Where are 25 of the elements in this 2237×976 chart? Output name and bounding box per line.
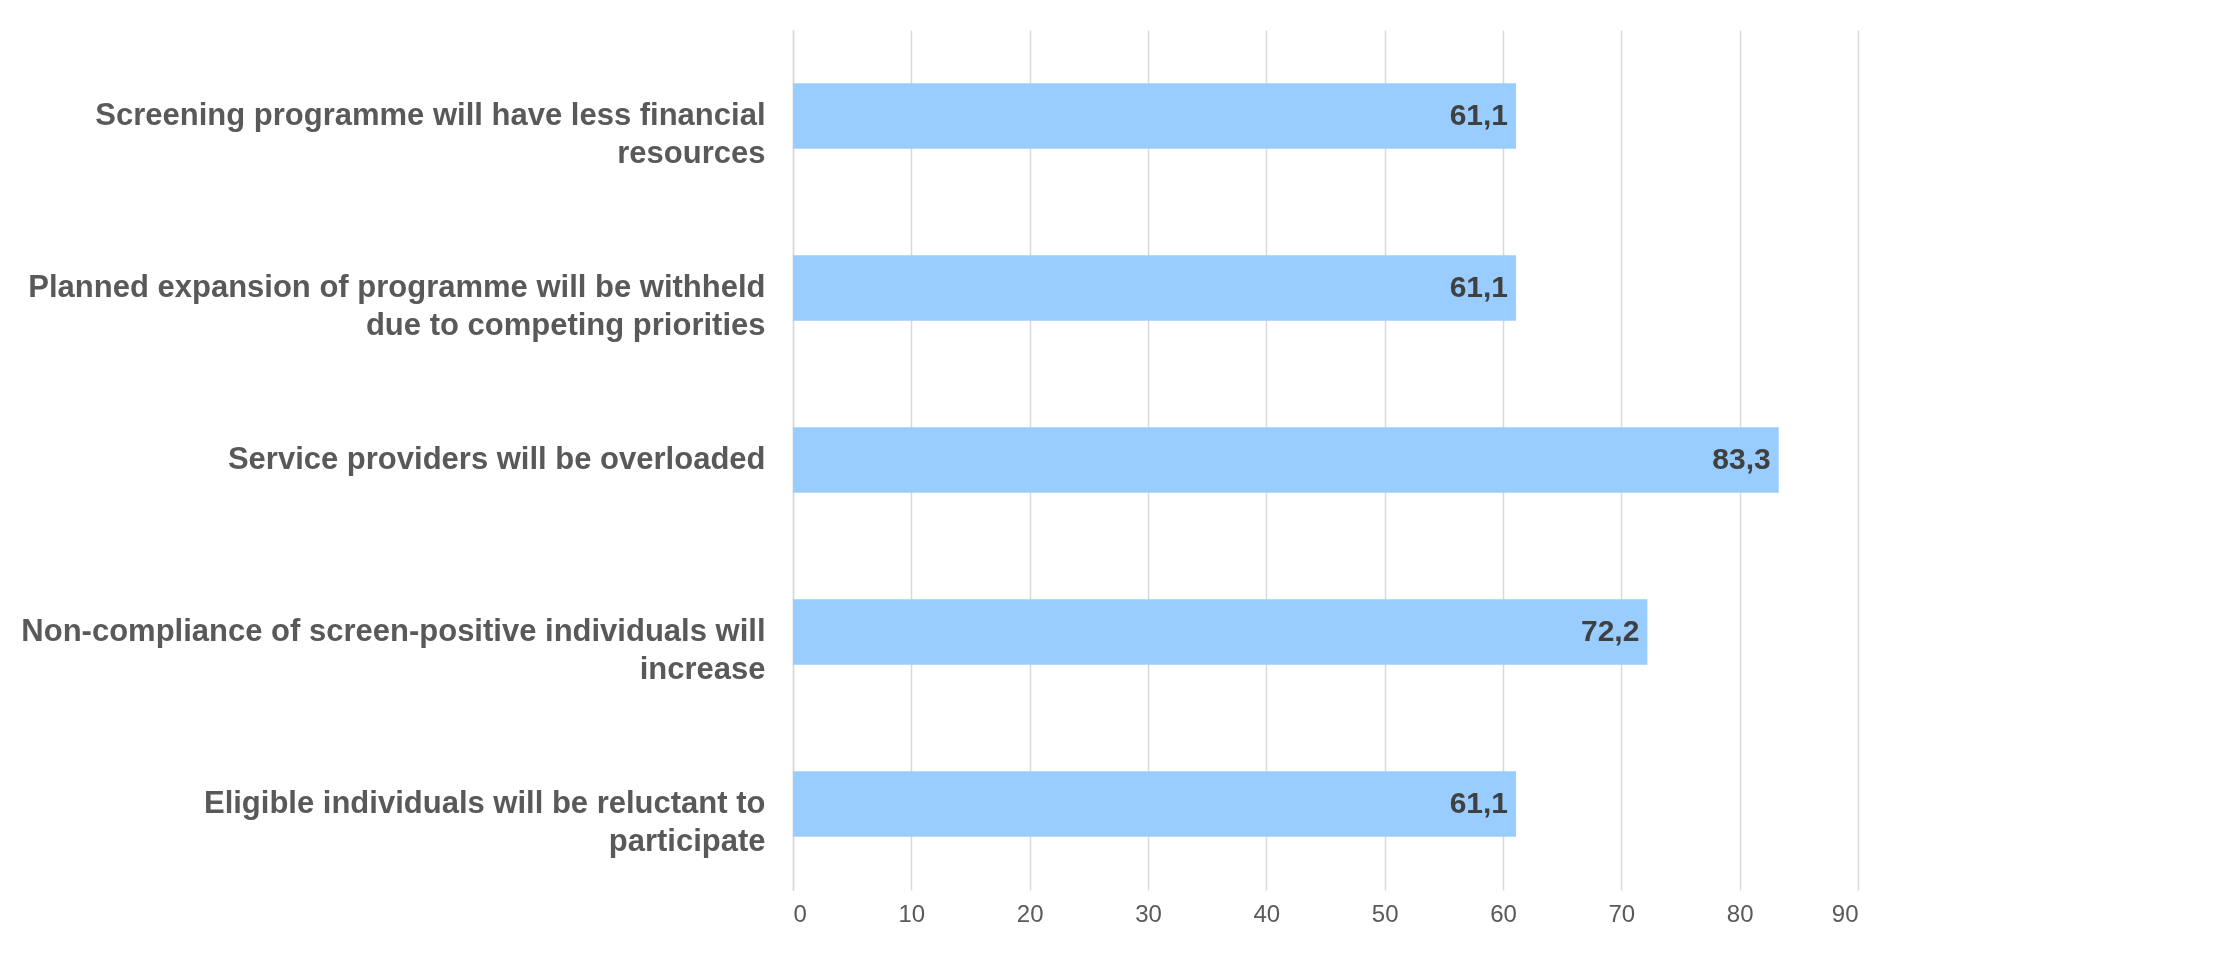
data-label: 83,3: [1712, 442, 1771, 475]
x-tick-label: 40: [1253, 899, 1281, 927]
x-tick-label: 80: [1726, 899, 1754, 927]
y-tick-label: Screening programme will have less financial resources: [95, 97, 766, 170]
bar: [793, 83, 1517, 149]
data-label: 61,1: [1449, 98, 1509, 131]
bar: [793, 427, 1779, 493]
x-tick-label: 70: [1608, 899, 1636, 927]
data-label: 61,1: [1449, 786, 1509, 819]
data-label: 72,2: [1580, 614, 1640, 647]
y-tick-label: Eligible individuals will be reluctant to participate: [203, 785, 766, 858]
bar: [793, 255, 1517, 321]
x-tick-label: 20: [1016, 899, 1044, 927]
x-tick-label: 10: [898, 899, 926, 927]
x-tick-label: 0: [793, 899, 807, 927]
y-tick-label: Planned expansion of programme will be withheld due to competing priorities: [28, 269, 766, 342]
x-tick-label: 90: [1831, 899, 1859, 927]
bar: [793, 599, 1648, 665]
y-tick-label: Non-compliance of screen-positive individuals will increase: [21, 613, 766, 686]
x-tick-label: 60: [1490, 899, 1517, 927]
bar: [793, 771, 1517, 837]
y-tick-label: Service providers will be overloaded: [227, 441, 766, 476]
x-tick-label: 30: [1135, 899, 1162, 927]
x-tick-label: 50: [1371, 899, 1399, 927]
data-label: 61,1: [1449, 270, 1509, 303]
